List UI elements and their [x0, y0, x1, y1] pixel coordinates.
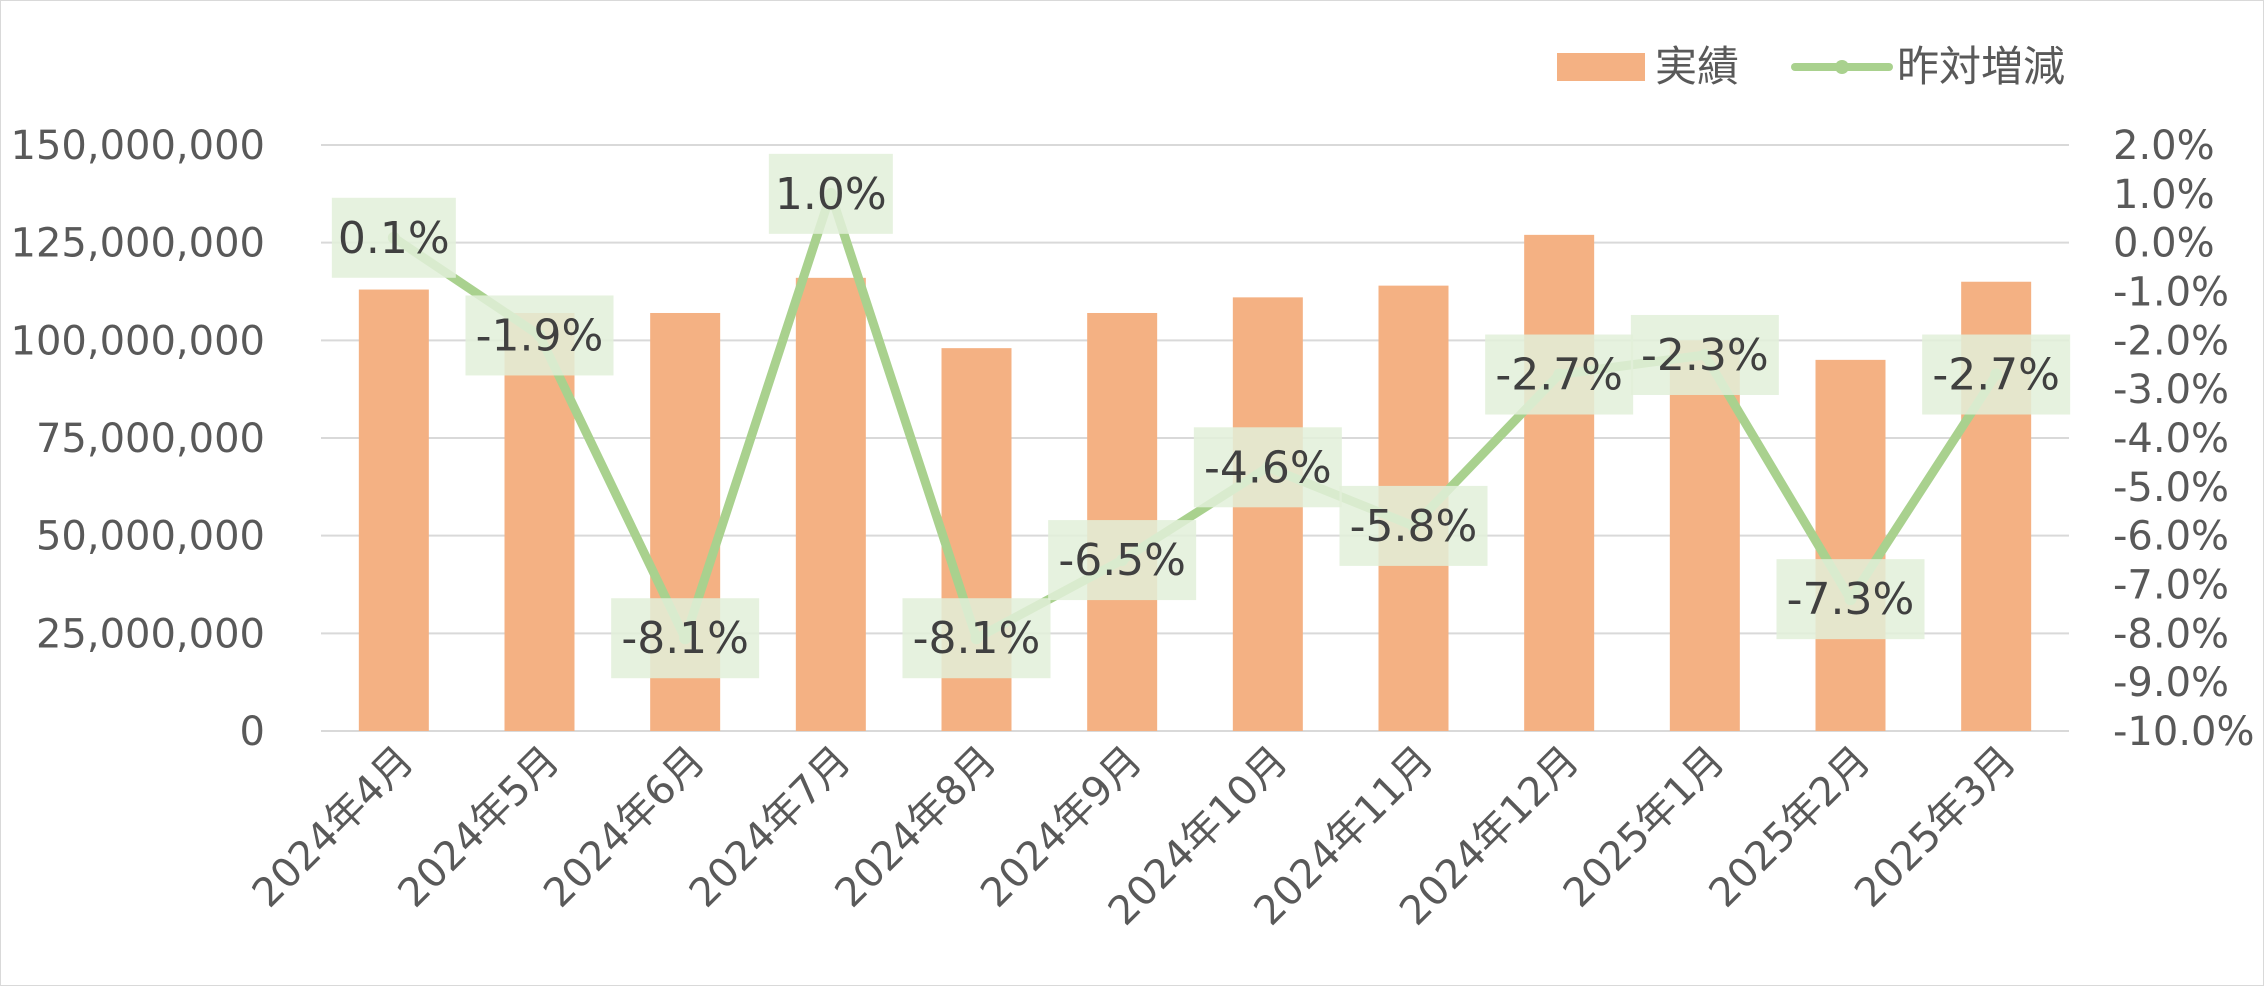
y-right-tick-label: -6.0% — [2113, 514, 2229, 560]
data-label: 1.0% — [775, 169, 887, 220]
bar-2024年4月 — [358, 289, 429, 731]
data-label-box — [465, 295, 614, 376]
data-label: -2.7% — [1495, 350, 1623, 401]
data-label-box — [768, 153, 893, 234]
data-label: -2.3% — [1641, 330, 1769, 381]
y-right-tick-label: -5.0% — [2113, 465, 2229, 511]
y-left-tick-label: 100,000,000 — [11, 318, 265, 364]
data-label-box — [1193, 427, 1342, 508]
bar-2024年12月 — [1524, 234, 1595, 731]
bar-2024年10月 — [1232, 297, 1303, 731]
x-axis: 2024年4月2024年5月2024年6月2024年7月2024年8月2024年… — [244, 738, 2025, 935]
y-right-tick-label: -1.0% — [2113, 270, 2229, 316]
data-label-box — [1776, 559, 1925, 640]
y-left-tick-label: 75,000,000 — [36, 416, 265, 462]
data-label: -6.5% — [1058, 535, 1186, 586]
data-label: -4.6% — [1204, 442, 1332, 493]
data-label: -1.9% — [476, 310, 604, 361]
legend-bar-swatch — [1557, 53, 1645, 81]
y-axis-left: 0 25,000,000 50,000,000 75,000,000 100,000,0… — [11, 123, 265, 755]
y-left-tick-label: 125,000,000 — [11, 221, 265, 267]
data-label-box — [1485, 334, 1634, 415]
data-label-box — [1048, 520, 1197, 601]
legend: 実績 昨対増減 — [1557, 42, 2065, 91]
data-label-box — [611, 598, 760, 679]
y-left-tick-label: 0 — [240, 709, 265, 755]
y-right-tick-label: -10.0% — [2113, 709, 2255, 755]
y-right-tick-label: -7.0% — [2113, 563, 2229, 609]
data-label-box — [1630, 314, 1779, 395]
legend-line-label: 昨対増減 — [1897, 42, 2065, 91]
data-label-box — [902, 598, 1051, 679]
bar-2024年5月 — [504, 312, 575, 731]
y-right-tick-label: -8.0% — [2113, 611, 2229, 657]
y-left-tick-label: 25,000,000 — [36, 611, 265, 657]
legend-line-marker — [1835, 60, 1849, 74]
data-label: -8.1% — [913, 613, 1041, 664]
y-right-tick-label: -3.0% — [2113, 367, 2229, 413]
data-label: -5.8% — [1350, 501, 1478, 552]
data-labels: 0.1% -1.9% -8.1% 1.0% -8.1% -6.5% -4.6% -5.8% -2… — [331, 153, 2071, 679]
data-label: -8.1% — [621, 613, 749, 664]
legend-bar-label: 実績 — [1655, 42, 1739, 91]
line-path — [389, 189, 2001, 643]
data-label-box — [331, 197, 456, 278]
data-label-box — [1339, 485, 1488, 566]
y-right-tick-label: -2.0% — [2113, 318, 2229, 364]
bar-2024年7月 — [795, 277, 866, 731]
bar-2025年1月 — [1669, 340, 1740, 731]
data-label: -2.7% — [1932, 350, 2060, 401]
data-label: 0.1% — [338, 213, 450, 264]
y-left-tick-label: 150,000,000 — [11, 123, 265, 169]
y-right-tick-label: 2.0% — [2113, 123, 2215, 169]
data-label-box — [1922, 334, 2071, 415]
bar-2025年2月 — [1815, 359, 1886, 731]
y-right-tick-label: -4.0% — [2113, 416, 2229, 462]
data-label: -7.3% — [1787, 574, 1915, 625]
y-right-tick-label: -9.0% — [2113, 660, 2229, 706]
y-axis-right: -10.0%-9.0%-8.0%-7.0%-6.0%-5.0%-4.0%-3.0… — [2113, 123, 2255, 755]
y-right-tick-label: 0.0% — [2113, 221, 2215, 267]
y-right-tick-label: 1.0% — [2113, 172, 2215, 218]
y-left-tick-label: 50,000,000 — [36, 514, 265, 560]
